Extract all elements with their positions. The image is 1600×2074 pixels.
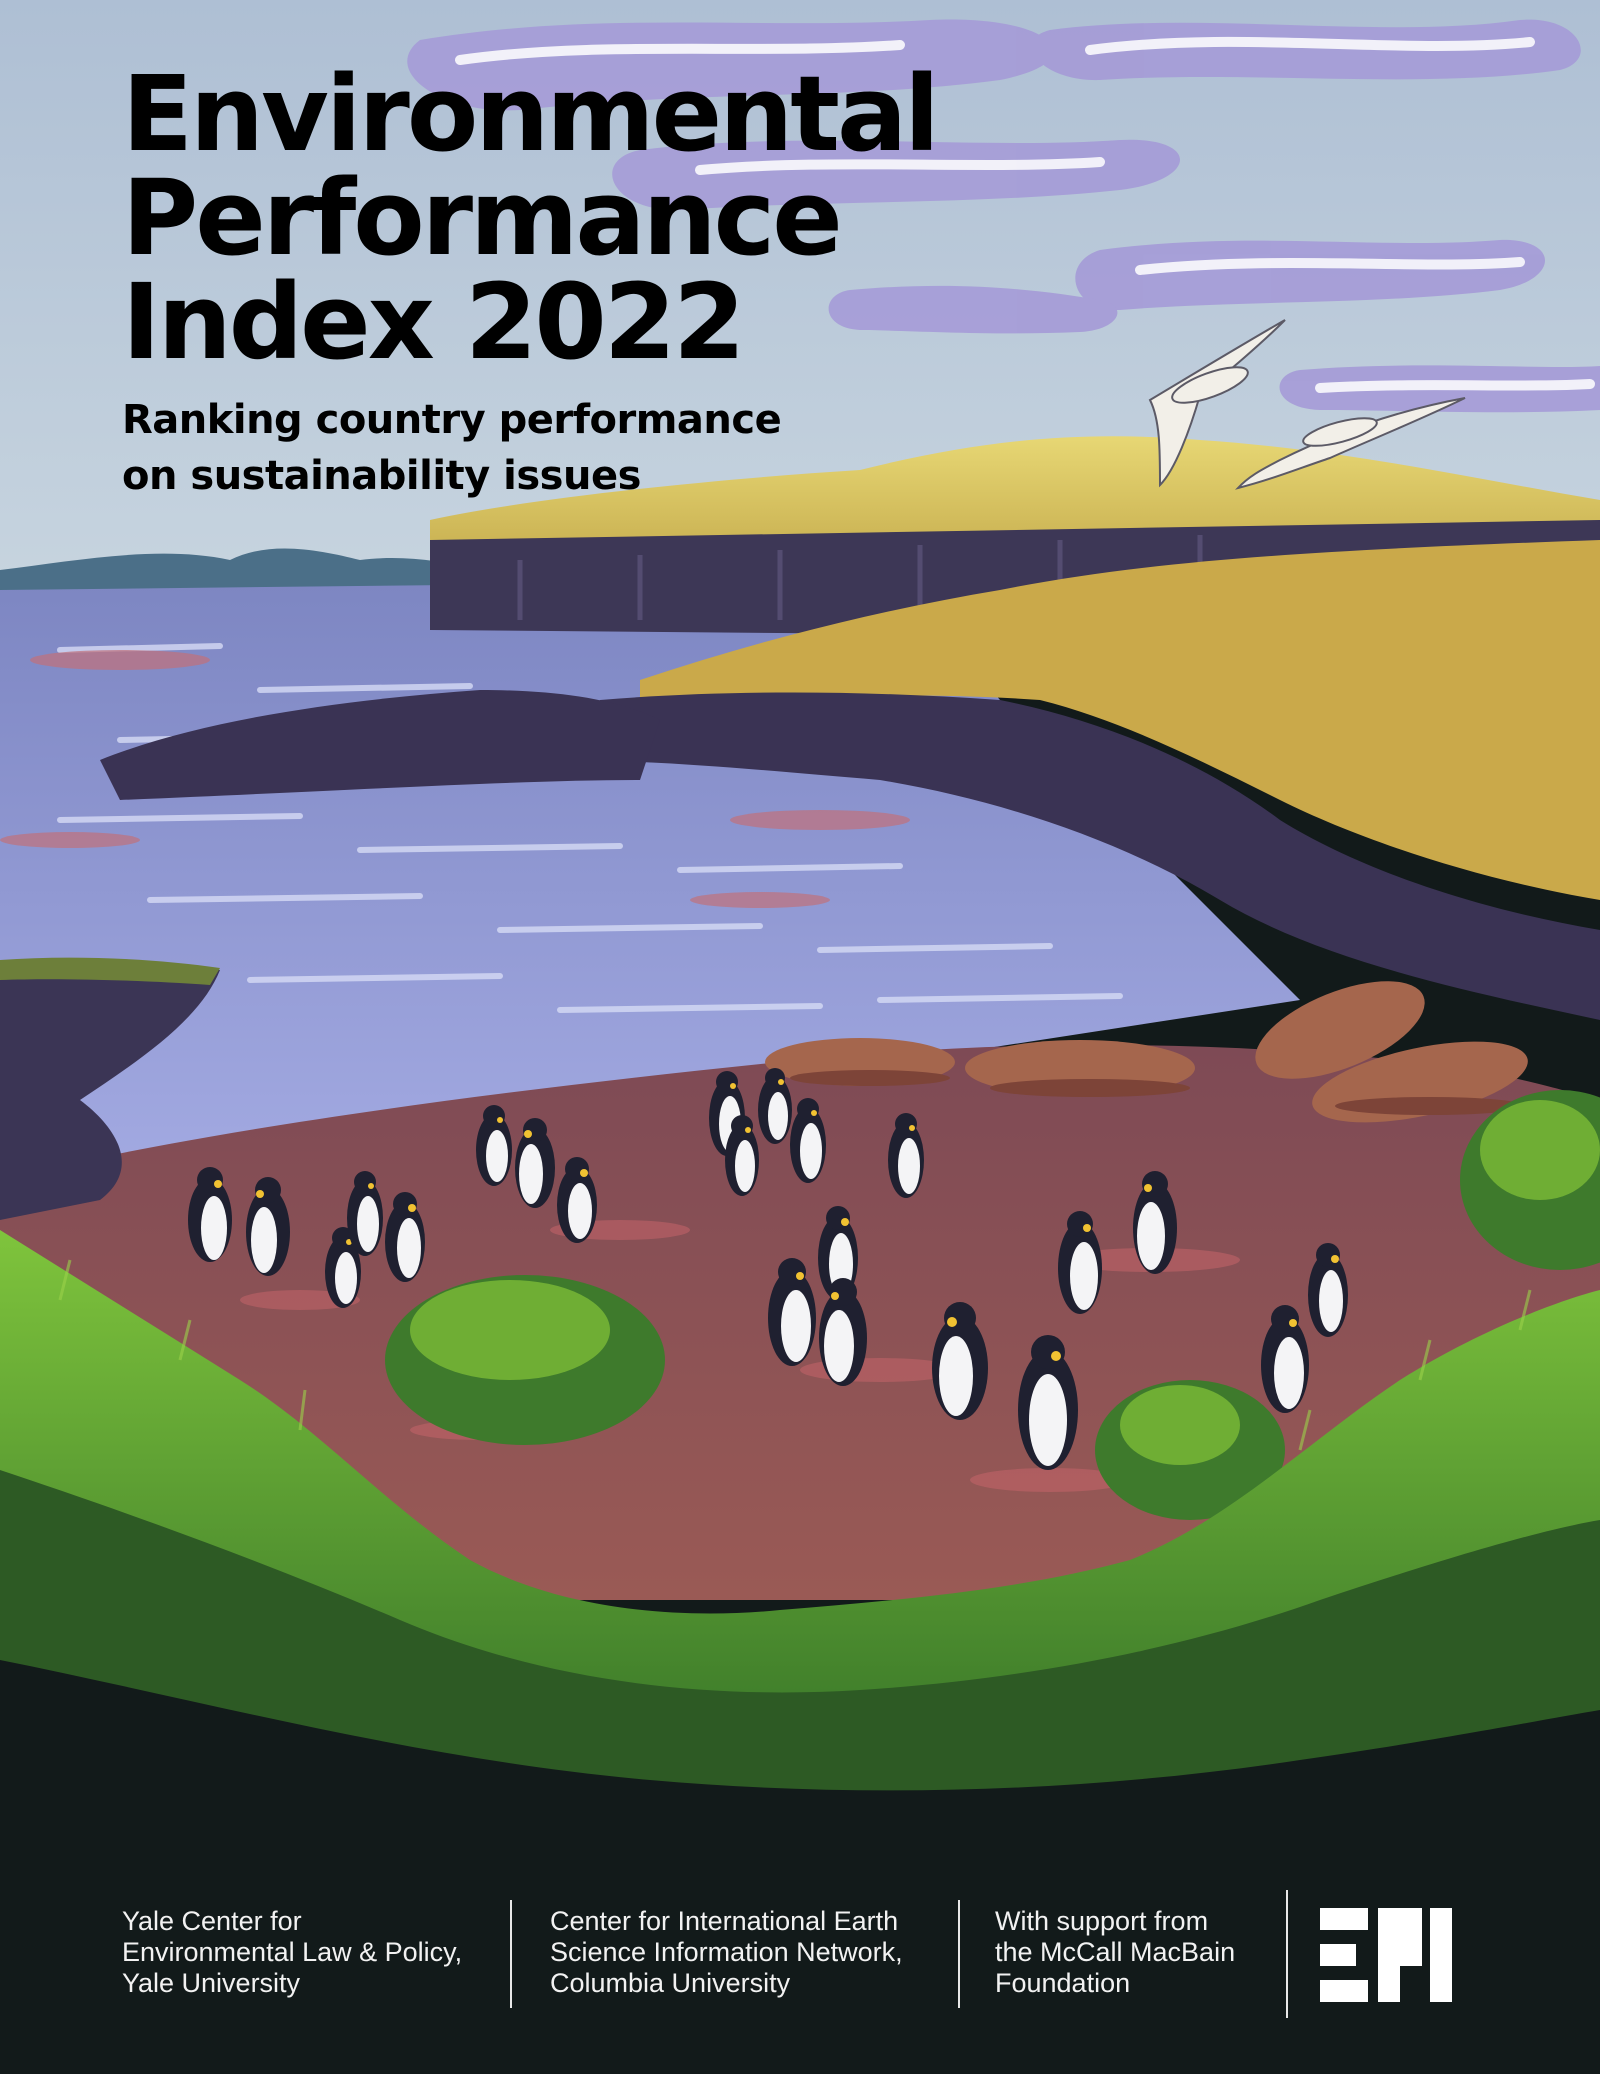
- title-line: Index 2022: [122, 261, 745, 383]
- org-line: Science Information Network,: [550, 1937, 903, 1967]
- footer-org-yale: Yale Center for Environmental Law & Poli…: [122, 1906, 462, 1999]
- subtitle-line: on sustainability issues: [122, 453, 641, 499]
- footer-divider: [958, 1900, 960, 2008]
- cover-title: Environmental Performance Index 2022: [122, 62, 1022, 374]
- org-line: the McCall MacBain: [995, 1937, 1236, 1967]
- org-line: Environmental Law & Policy,: [122, 1937, 463, 1967]
- org-line: Columbia University: [550, 1968, 791, 1998]
- cover-subtitle: Ranking country performance on sustainab…: [122, 392, 922, 504]
- org-line: Yale Center for: [122, 1906, 302, 1936]
- org-line: With support from: [995, 1906, 1209, 1936]
- title-line: Performance: [122, 157, 843, 279]
- org-line: Center for International Earth: [550, 1906, 899, 1936]
- footer-divider: [510, 1900, 512, 2008]
- epi-logo-icon: [1320, 1908, 1452, 2002]
- org-line: Yale University: [122, 1968, 301, 1998]
- footer-org-mccall-macbain: With support from the McCall MacBain Fou…: [995, 1906, 1235, 1999]
- footer-divider: [1286, 1890, 1288, 2018]
- title-line: Environmental: [122, 53, 940, 175]
- org-line: Foundation: [995, 1968, 1131, 1998]
- subtitle-line: Ranking country performance: [122, 397, 782, 443]
- footer-org-ciesin: Center for International Earth Science I…: [550, 1906, 903, 1999]
